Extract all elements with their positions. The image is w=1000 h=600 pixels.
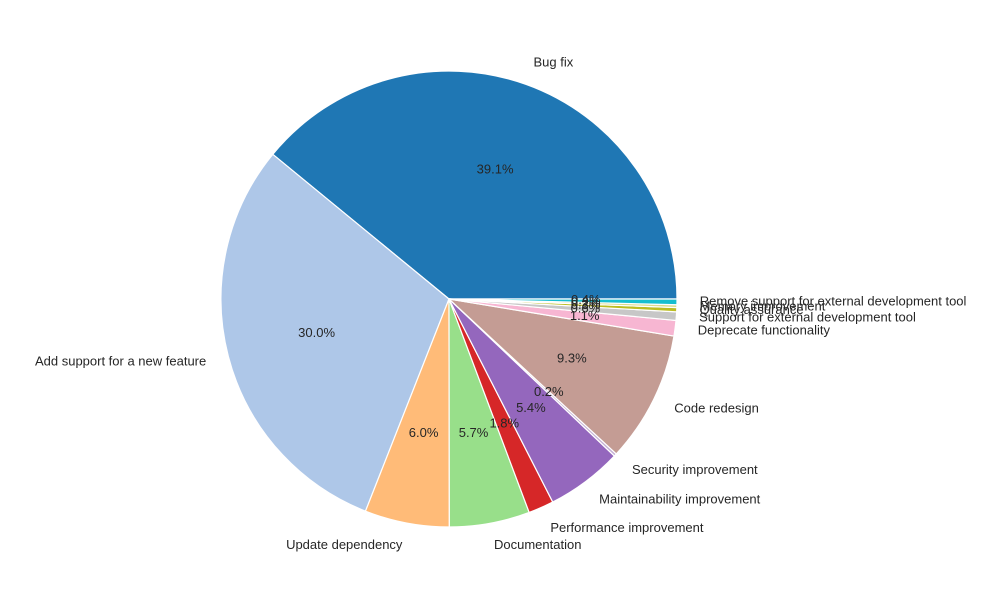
- slice-label-deprecate-functionality: Deprecate functionality: [698, 323, 831, 338]
- slices-layer: [220, 70, 678, 528]
- slice-label-security-improvement: Security improvement: [632, 462, 758, 477]
- slice-label-maintainability-improvement: Maintainability improvement: [599, 491, 761, 506]
- slice-label-support-for-external-development-tool: Support for external development tool: [699, 309, 916, 324]
- labels-layer: Bug fix Add support for a new feature Upda…: [35, 54, 967, 552]
- slice-remove-support-for-external-development-tool: [448, 298, 678, 306]
- slice-percent-security-improvement: 0.2%: [534, 384, 564, 399]
- percent-labels-layer: 39.1%30.0%6.0% 5.7%1.8%5.4%0.2%9.3%1.1%0.…: [298, 162, 601, 440]
- slice-percent-documentation: 5.7%: [459, 425, 489, 440]
- slice-label-remove-support-for-external-development-tool: Remove support for external development …: [700, 294, 967, 309]
- slice-label-add-support-for-a-new-feature: Add support for a new feature: [35, 354, 206, 369]
- slice-code-redesign: [447, 298, 675, 455]
- slice-percent-add-support-for-a-new-feature: 30.0%: [298, 325, 335, 340]
- slice-label-performance-improvement: Performance improvement: [550, 520, 704, 535]
- slice-label-quality-assurance: Quality assurance: [700, 302, 804, 317]
- slice-percent-deprecate-functionality: 1.1%: [570, 308, 600, 323]
- slice-percent-remove-support-for-external-development-tool: 0.4%: [571, 292, 601, 307]
- slice-bug-fix: [271, 70, 678, 300]
- slice-percent-bug-fix: 39.1%: [477, 162, 514, 177]
- slice-percent-maintainability-improvement: 5.4%: [516, 400, 546, 415]
- slice-label-code-redesign: Code redesign: [674, 401, 759, 416]
- slice-add-support-for-a-new-feature: [220, 153, 450, 512]
- slice-label-bug-fix: Bug fix: [534, 54, 574, 69]
- slice-label-documentation: Documentation: [494, 537, 581, 552]
- slice-percent-performance-improvement: 1.8%: [489, 416, 519, 431]
- slice-percent-memory-improvement: 0.2%: [571, 295, 601, 310]
- slice-label-update-dependency: Update dependency: [286, 537, 403, 552]
- slice-percent-code-redesign: 9.3%: [557, 351, 587, 366]
- slice-label-memory-improvement: Memory improvement: [700, 298, 826, 313]
- slice-percent-support-for-external-development-tool: 0.6%: [571, 301, 601, 316]
- slice-percent-quality-assurance: 0.3%: [571, 297, 601, 312]
- slice-percent-update-dependency: 6.0%: [409, 425, 439, 440]
